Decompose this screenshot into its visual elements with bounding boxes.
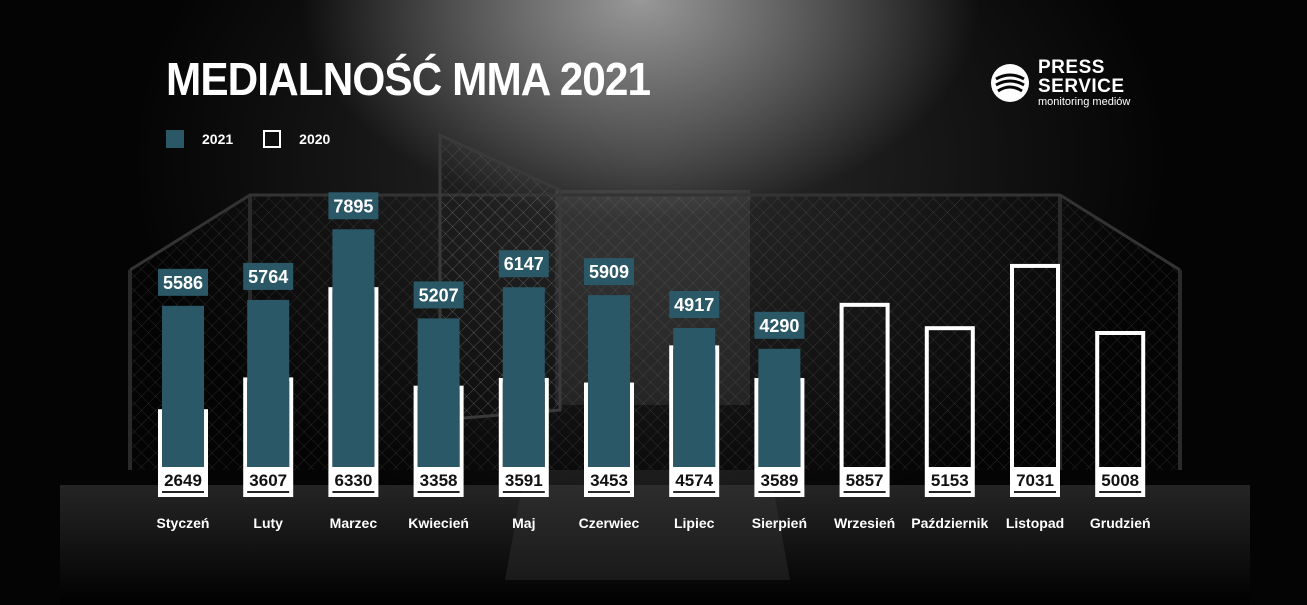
data-label-2021-5: 6147 xyxy=(504,254,544,274)
category-label-9: Wrzesień xyxy=(834,515,895,531)
data-label-2021-6: 5909 xyxy=(589,262,629,282)
category-label-8: Sierpień xyxy=(752,515,807,531)
label-box-2021-5 xyxy=(498,250,549,278)
label-box-2020-2 xyxy=(245,467,292,491)
label-box-2020-1 xyxy=(160,467,206,491)
label-box-2021-7 xyxy=(669,291,720,319)
category-label-10: Październik xyxy=(911,515,988,531)
bar-2020-12 xyxy=(1095,330,1146,497)
category-label-2: Luty xyxy=(253,515,283,531)
label-box-2020-4 xyxy=(415,467,462,491)
data-label-2021-2: 5764 xyxy=(248,267,288,287)
data-label-2020-6: 3453 xyxy=(590,471,628,490)
data-label-2020-7: 4574 xyxy=(675,471,713,490)
legend-item-2020: 2020 xyxy=(263,130,330,148)
category-label-11: Listopad xyxy=(1006,515,1064,531)
data-label-2020-4: 3358 xyxy=(420,471,458,490)
label-box-2020-9 xyxy=(841,467,888,491)
category-label-4: Kwiecień xyxy=(408,515,469,531)
label-box-2021-1 xyxy=(158,268,208,296)
data-label-2021-7: 4917 xyxy=(674,295,714,315)
data-label-2021-8: 4290 xyxy=(759,316,799,336)
category-label-5: Maj xyxy=(512,515,535,531)
data-label-2020-3: 6330 xyxy=(334,471,372,490)
legend-swatch-2021 xyxy=(166,130,184,148)
category-label-12: Grudzień xyxy=(1090,515,1151,531)
logo-line-2: SERVICE xyxy=(1038,76,1125,97)
label-box-2021-6 xyxy=(584,258,634,286)
bar-2021-1 xyxy=(162,305,204,491)
label-box-2021-3 xyxy=(328,192,379,220)
category-label-1: Styczeń xyxy=(157,515,210,531)
category-label-6: Czerwiec xyxy=(579,515,640,531)
bar-2020-10 xyxy=(924,326,975,497)
label-box-2020-8 xyxy=(756,467,803,491)
data-label-2021-1: 5586 xyxy=(163,273,203,293)
bar-2021-7 xyxy=(673,328,716,491)
legend: 2021 2020 xyxy=(166,130,360,148)
logo-tagline: monitoring mediów xyxy=(1038,96,1131,108)
label-box-2020-3 xyxy=(330,467,377,491)
legend-swatch-2020 xyxy=(263,130,282,148)
press-service-logo: PRESS SERVICE monitoring mediów xyxy=(990,58,1130,108)
category-label-3: Marzec xyxy=(330,515,378,531)
data-label-2021-4: 5207 xyxy=(419,285,459,305)
data-label-2020-1: 2649 xyxy=(164,471,202,490)
data-label-2020-10: 5153 xyxy=(931,471,969,490)
bar-2020-11 xyxy=(1010,263,1060,498)
label-box-2021-2 xyxy=(243,262,294,290)
page-title: MEDIALNOŚĆ MMA 2021 xyxy=(166,53,651,105)
label-box-2021-4 xyxy=(413,281,464,309)
label-box-2020-7 xyxy=(671,467,718,491)
data-label-2020-11: 7031 xyxy=(1016,471,1054,490)
data-label-2020-12: 5008 xyxy=(1101,471,1139,490)
bar-2021-2 xyxy=(247,299,290,491)
data-label-2020-9: 5857 xyxy=(846,471,884,490)
data-label-2020-8: 3589 xyxy=(760,471,798,490)
label-box-2020-10 xyxy=(926,467,973,491)
category-label-7: Lipiec xyxy=(674,515,715,531)
label-box-2020-12 xyxy=(1097,467,1144,491)
bar-2021-5 xyxy=(502,287,545,491)
label-box-2020-5 xyxy=(500,467,547,491)
label-box-2020-6 xyxy=(586,467,632,491)
data-label-2021-3: 7895 xyxy=(333,196,373,216)
logo-line-1: PRESS xyxy=(1038,57,1105,78)
press-service-logo-icon xyxy=(991,64,1029,102)
bar-2021-3 xyxy=(332,229,375,491)
bar-2020-9 xyxy=(839,302,890,497)
data-label-2020-5: 3591 xyxy=(505,471,543,490)
bar-2021-6 xyxy=(588,295,630,491)
legend-label-2021: 2021 xyxy=(202,131,234,147)
label-box-2020-11 xyxy=(1012,467,1058,491)
data-label-2020-2: 3607 xyxy=(249,471,287,490)
legend-label-2020: 2020 xyxy=(299,131,331,147)
label-box-2021-8 xyxy=(754,311,805,339)
bar-2021-4 xyxy=(417,318,460,491)
legend-item-2021: 2021 xyxy=(166,130,233,148)
